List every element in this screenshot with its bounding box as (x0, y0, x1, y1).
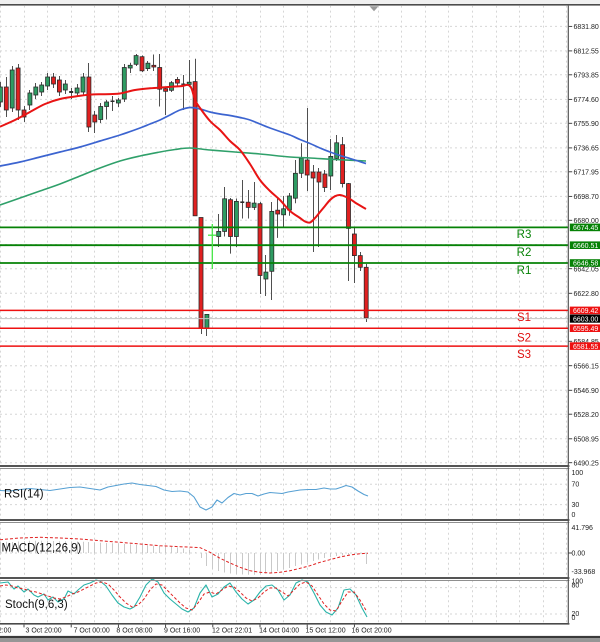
svg-text:RSI(14): RSI(14) (4, 488, 44, 500)
svg-text:15 Oct 12:00: 15 Oct 12:00 (306, 628, 346, 635)
svg-text:MACD(12,26,9): MACD(12,26,9) (2, 542, 82, 554)
svg-text:8 Oct 08:00: 8 Oct 08:00 (116, 628, 152, 635)
svg-text:9 Oct 16:00: 9 Oct 16:00 (164, 628, 200, 635)
svg-text:6698.70: 6698.70 (574, 194, 599, 201)
svg-text:41.796: 41.796 (572, 525, 594, 532)
svg-text:6581.55: 6581.55 (573, 344, 598, 351)
svg-text:6774.60: 6774.60 (574, 97, 599, 104)
svg-text:S3: S3 (517, 349, 531, 361)
svg-text:6603.00: 6603.00 (573, 316, 598, 323)
svg-text:6680.00: 6680.00 (574, 218, 599, 225)
svg-text:6660.51: 6660.51 (573, 243, 598, 250)
svg-text:6595.49: 6595.49 (573, 326, 598, 333)
svg-text:100: 100 (572, 470, 584, 477)
svg-text:R3: R3 (517, 229, 532, 241)
svg-text:80: 80 (572, 582, 580, 589)
svg-text:7 Oct 00:00: 7 Oct 00:00 (74, 628, 110, 635)
svg-text:6508.95: 6508.95 (574, 436, 599, 443)
svg-text:-33.968: -33.968 (572, 569, 596, 576)
svg-text:6609.42: 6609.42 (573, 308, 598, 315)
svg-text:0.00: 0.00 (572, 551, 586, 558)
svg-text:6812.55: 6812.55 (574, 49, 599, 56)
svg-text:6674.45: 6674.45 (573, 225, 598, 232)
svg-text:30: 30 (572, 502, 580, 509)
svg-text:6831.80: 6831.80 (574, 24, 599, 31)
svg-text:6755.90: 6755.90 (574, 121, 599, 128)
svg-text:16 Oct 20:00: 16 Oct 20:00 (352, 628, 392, 635)
svg-text:6528.20: 6528.20 (574, 412, 599, 419)
svg-text:12 Oct 22:01: 12 Oct 22:01 (212, 628, 252, 635)
svg-text:100: 100 (572, 579, 584, 586)
svg-text:6546.90: 6546.90 (574, 388, 599, 395)
svg-text:S1: S1 (517, 312, 531, 324)
svg-text:14 Oct 04:00: 14 Oct 04:00 (259, 628, 299, 635)
svg-text:20: 20 (572, 611, 580, 618)
svg-text:0: 0 (572, 512, 576, 519)
svg-text:6717.95: 6717.95 (574, 169, 599, 176)
svg-text:6490.25: 6490.25 (574, 460, 599, 467)
svg-text:S2: S2 (517, 332, 531, 344)
svg-text:R1: R1 (517, 265, 532, 277)
svg-text:6793.85: 6793.85 (574, 72, 599, 79)
svg-text:Stoch(9,6,3): Stoch(9,6,3) (5, 599, 68, 611)
svg-text:3 Oct 20:00: 3 Oct 20:00 (26, 628, 62, 635)
svg-text:2:00: 2:00 (0, 628, 12, 635)
svg-text:6646.58: 6646.58 (573, 261, 598, 268)
svg-text:70: 70 (572, 482, 580, 489)
svg-text:0: 0 (572, 615, 576, 622)
svg-text:R2: R2 (517, 247, 532, 259)
svg-text:6642.05: 6642.05 (574, 266, 599, 273)
svg-text:6566.15: 6566.15 (574, 363, 599, 370)
svg-text:6736.65: 6736.65 (574, 146, 599, 153)
svg-text:6622.80: 6622.80 (574, 291, 599, 298)
